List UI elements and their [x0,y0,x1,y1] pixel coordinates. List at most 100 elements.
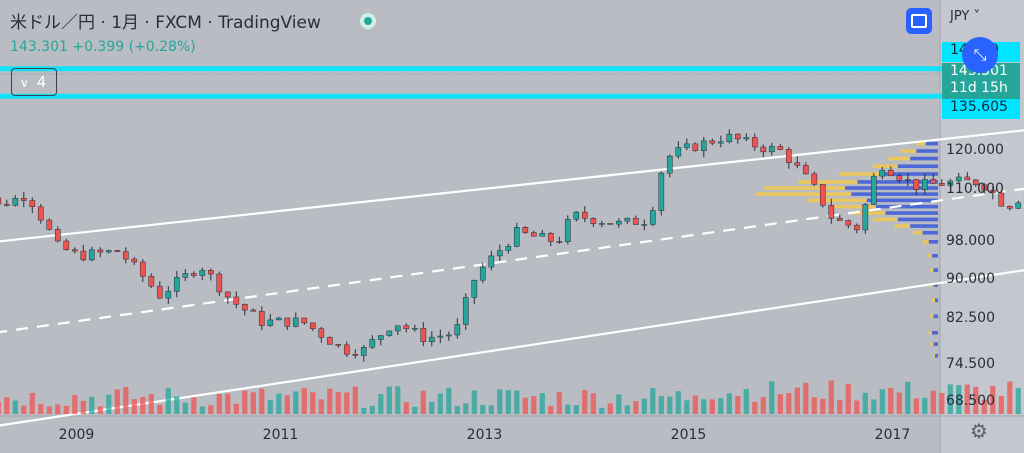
volume-bar [862,392,868,414]
candle-up [921,179,928,190]
volume-bar [0,401,1,414]
gear-icon[interactable]: ⚙ [970,419,988,443]
candle-up [513,227,520,247]
y-tick-label: 120.000 [946,142,1004,159]
y-tick-label: 68.500 [946,393,995,410]
candle-down [343,344,350,355]
candle-down [530,232,537,237]
volume-bar [947,384,953,414]
volume-bar [505,390,511,414]
volume-bar [174,396,180,414]
zoom-out-arrows-icon[interactable]: ⤡ [962,37,998,73]
volume-profile-up-bar [933,342,938,346]
candle-up [394,325,401,332]
volume-bar [531,396,537,414]
candle-down [71,249,78,252]
volume-bar [820,398,826,414]
volume-profile-up-bar [934,298,938,303]
volume-bar [123,387,129,414]
fullscreen-icon[interactable] [906,8,932,34]
candle-up [437,335,444,338]
volume-bar [709,399,715,414]
volume-profile-up-bar [928,239,938,244]
volume-bar [369,405,375,414]
candle-up [182,273,189,278]
volume-bar [930,390,936,414]
volume-bar [55,404,61,414]
volume-bar [80,400,86,414]
volume-profile-up-bar [910,156,938,161]
volume-profile-up-bar [897,217,938,222]
price-quote: 143.301 +0.399 (+0.28%) [10,39,196,55]
volume-bar [310,392,316,414]
volume-bar [72,395,78,414]
candle-down [97,249,104,253]
candle-up [488,255,495,268]
candle-down [63,240,70,250]
volume-bar [114,389,120,414]
candle-up [496,250,503,257]
candle-down [938,183,945,186]
channel-upper-line [0,129,1024,243]
volume-bar [454,405,460,414]
candle-up [462,297,469,325]
candle-down [156,285,163,299]
volume-bar [922,397,928,414]
volume-profile-down-bar [838,172,880,176]
candle-down [1006,205,1013,209]
volume-bar [97,406,103,414]
candle-down [224,291,231,298]
candle-up [641,224,648,226]
channel-middle-line [0,187,1024,334]
volume-bar [327,388,333,414]
candle-down [29,200,36,207]
volume-bar [599,407,605,414]
volume-bar [361,407,367,414]
y-tick-label: 74.500 [946,355,995,372]
volume-bar [344,392,350,414]
candle-up [862,204,869,231]
volume-bar [157,404,163,414]
candle-up [879,169,886,177]
volume-bar [89,396,95,414]
volume-bar [208,405,214,414]
volume-bar [650,388,656,414]
x-tick-label: 2017 [875,427,911,443]
volume-bar [446,387,452,414]
candle-down [131,258,138,263]
candle-up [726,133,733,143]
candle-up [377,335,384,340]
volume-profile-up-bar [916,149,938,153]
candle-down [751,137,758,148]
candle-up [768,146,775,153]
candle-up [369,339,376,348]
currency-selector[interactable]: JPY ˅ [950,9,980,24]
horizontal-line-upper [0,66,942,72]
candle-down [309,322,316,329]
volume-bar [46,406,52,414]
lower-line-price: 135.605 [950,99,1008,115]
candle-down [930,179,937,184]
volume-bar [463,403,469,414]
candle-down [335,344,342,346]
volume-profile-down-bar [931,298,935,303]
volume-profile-up-bar [910,224,938,228]
volume-bar [233,403,239,414]
volume-bar [896,392,902,414]
candle-down [692,143,699,151]
candle-up [717,141,724,144]
volume-bar [828,380,834,414]
indicators-collapse-button[interactable]: ∨ 4 [11,68,57,96]
volume-profile-down-bar [755,192,852,196]
volume-bar [684,400,690,414]
volume-bar [63,405,69,414]
volume-bar [4,397,10,414]
volume-profile-up-bar [933,283,938,287]
candle-down [836,218,843,221]
volume-bar [488,405,494,414]
volume-profile-up-bar [897,164,938,169]
candle-down [896,175,903,181]
